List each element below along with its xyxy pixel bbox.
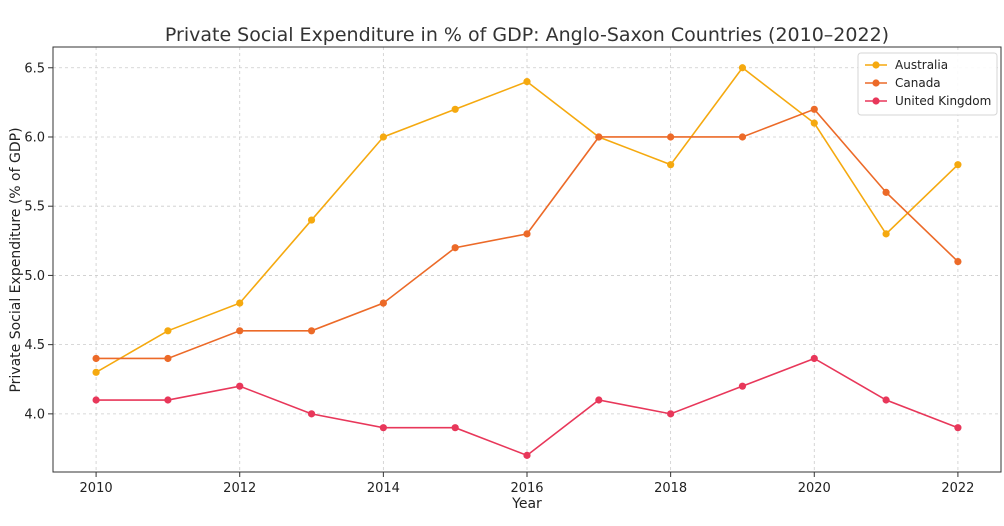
y-axis: 4.0 4.5 5.0 5.5 6.0 6.5 bbox=[24, 61, 53, 422]
data-point-canada bbox=[236, 327, 244, 335]
data-point-canada bbox=[595, 133, 603, 141]
x-tick-label: 2016 bbox=[510, 481, 543, 496]
data-point-canada bbox=[451, 244, 459, 252]
chart-title: Private Social Expenditure in % of GDP: … bbox=[165, 24, 889, 46]
data-point-canada bbox=[379, 299, 387, 307]
legend-box bbox=[857, 52, 998, 116]
y-tick-label: 6.5 bbox=[24, 61, 45, 76]
x-tick-label: 2012 bbox=[223, 481, 256, 496]
data-point-canada bbox=[954, 257, 962, 266]
data-point-united-kingdom bbox=[954, 424, 962, 432]
y-tick-label: 4.0 bbox=[24, 407, 45, 422]
data-point-united-kingdom bbox=[236, 382, 244, 390]
data-point-australia bbox=[738, 64, 747, 72]
data-point-united-kingdom bbox=[164, 396, 172, 404]
legend-marker-united-kingdom bbox=[872, 97, 880, 105]
y-tick-label: 6.0 bbox=[24, 130, 45, 145]
data-point-canada bbox=[667, 133, 675, 141]
data-point-united-kingdom bbox=[307, 410, 316, 418]
data-point-canada bbox=[810, 105, 818, 113]
y-tick-label: 5.0 bbox=[24, 269, 45, 284]
grid bbox=[53, 47, 1001, 472]
y-tick-label: 5.5 bbox=[24, 200, 45, 215]
x-axis: 2010 2012 2014 2016 2018 2020 2022 bbox=[80, 472, 974, 496]
data-point-australia bbox=[451, 105, 459, 113]
data-point-australia bbox=[667, 161, 675, 169]
x-tick-label: 2020 bbox=[798, 481, 831, 496]
x-tick-label: 2010 bbox=[80, 481, 113, 496]
x-axis-label: Year bbox=[511, 496, 542, 512]
data-point-canada bbox=[738, 133, 747, 141]
data-point-canada bbox=[92, 354, 100, 363]
data-point-united-kingdom bbox=[882, 396, 890, 404]
y-tick-label: 4.5 bbox=[24, 338, 45, 353]
x-tick-label: 2022 bbox=[941, 481, 974, 496]
legend-label-united-kingdom: United Kingdom bbox=[895, 94, 991, 108]
data-point-united-kingdom bbox=[738, 382, 747, 390]
data-point-australia bbox=[882, 230, 890, 238]
legend-marker-canada bbox=[872, 79, 880, 87]
x-tick-label: 2014 bbox=[367, 481, 400, 496]
data-point-canada bbox=[523, 230, 531, 238]
data-point-united-kingdom bbox=[667, 410, 675, 418]
legend-label-australia: Australia bbox=[895, 58, 948, 72]
data-point-australia bbox=[810, 119, 818, 127]
data-point-australia bbox=[92, 368, 100, 376]
data-point-united-kingdom bbox=[92, 396, 100, 404]
data-point-canada bbox=[307, 327, 316, 335]
legend-label-canada: Canada bbox=[895, 76, 941, 90]
legend-marker-australia bbox=[872, 61, 880, 69]
data-point-australia bbox=[307, 216, 316, 224]
data-point-united-kingdom bbox=[379, 424, 387, 432]
series-group bbox=[92, 64, 962, 459]
y-axis-label: Private Social Expenditure (% of GDP) bbox=[8, 127, 24, 392]
data-point-canada bbox=[164, 354, 172, 363]
data-point-australia bbox=[523, 78, 531, 86]
data-point-australia bbox=[236, 299, 244, 307]
data-point-united-kingdom bbox=[451, 424, 459, 432]
x-tick-label: 2018 bbox=[654, 481, 687, 496]
data-point-australia bbox=[379, 133, 387, 141]
legend: Australia Canada United Kingdom bbox=[857, 52, 998, 116]
data-point-united-kingdom bbox=[523, 451, 531, 459]
data-point-australia bbox=[164, 327, 172, 335]
data-point-united-kingdom bbox=[595, 396, 603, 404]
data-point-united-kingdom bbox=[810, 354, 818, 363]
data-point-canada bbox=[882, 188, 890, 196]
data-point-australia bbox=[954, 161, 962, 169]
